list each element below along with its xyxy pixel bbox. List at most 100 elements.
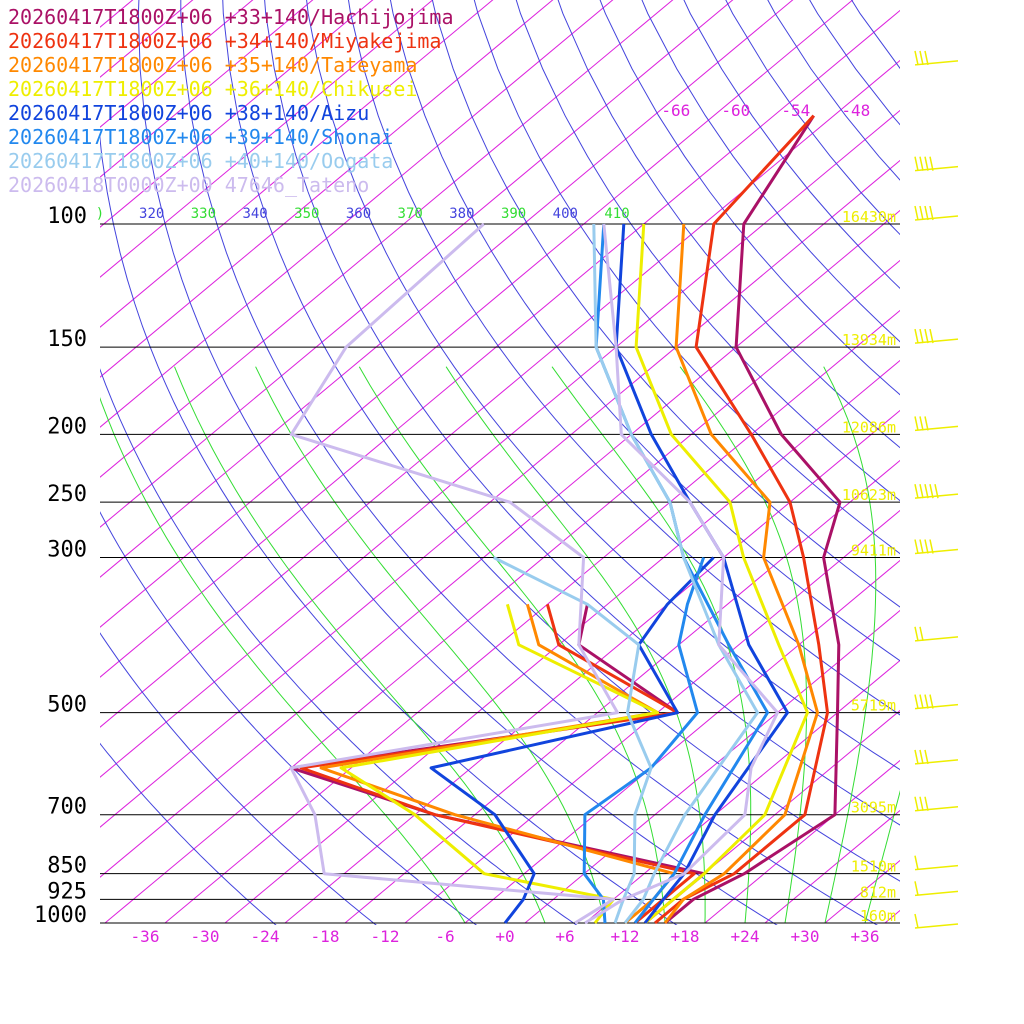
theta-label: 330 <box>191 206 216 222</box>
isotherm-line <box>644 709 900 924</box>
isotherm-line <box>884 909 900 924</box>
wind-barb-flag <box>914 913 919 929</box>
isotherm-line <box>100 0 374 228</box>
wind-barb <box>914 416 959 432</box>
wind-barb-staff <box>914 548 959 555</box>
moist-adiabat-line <box>679 366 808 924</box>
isotherm-line <box>344 459 900 924</box>
theta-label: 370 <box>398 206 423 222</box>
pressure-tick-label: 150 <box>47 327 87 352</box>
isotherm-line <box>100 0 614 428</box>
wind-barb-flag <box>914 539 919 554</box>
legend-entry: 20260417T1800Z+06 +35+140/Tateyama <box>8 53 418 77</box>
wind-barb-flag <box>919 156 924 171</box>
temp-tick-label: -18 <box>311 927 340 946</box>
dry-adiabat-line <box>100 133 678 925</box>
wind-barb <box>914 484 959 499</box>
temp-tick-label: +12 <box>611 927 640 946</box>
isotherm-line <box>584 659 900 924</box>
wind-barb-staff <box>914 890 959 897</box>
wind-barb-flag <box>919 749 924 765</box>
dry-adiabat-line <box>431 0 900 608</box>
temp-tick-label: -12 <box>371 927 400 946</box>
wind-barb-flag <box>924 328 929 344</box>
pressure-tick-label: 850 <box>47 854 87 879</box>
wind-barb-flag <box>924 539 929 554</box>
wind-barb-flag <box>919 328 924 344</box>
wind-barb <box>914 749 959 765</box>
height-label: 13934m <box>842 331 896 349</box>
wind-barb-flag <box>929 539 934 554</box>
upper-temp-label: -48 <box>841 101 870 120</box>
wind-barb <box>914 796 959 812</box>
wind-barb-flag <box>919 539 924 554</box>
dry-adiabat-line <box>100 742 277 925</box>
isotherm-line <box>100 0 434 278</box>
wind-barb-flag <box>924 749 929 765</box>
theta-label: 400 <box>553 206 578 222</box>
wind-barb-flag <box>934 484 939 499</box>
theta-label: 340 <box>242 206 267 222</box>
dewpoint-profile-line <box>339 603 659 924</box>
wind-barb <box>914 694 959 710</box>
height-label: 1510m <box>851 858 896 876</box>
wind-barb-staff <box>914 165 959 172</box>
wind-barb <box>914 156 959 172</box>
profile-layer <box>289 114 842 925</box>
dry-adiabat-line <box>473 0 900 555</box>
wind-barb-flag <box>919 626 924 641</box>
wind-barb-flag <box>919 416 924 431</box>
wind-barb-flag <box>929 328 934 344</box>
wind-barb-flag <box>929 694 934 709</box>
wind-barb-flag <box>924 796 929 811</box>
isotherm-line <box>945 0 1024 923</box>
wind-barb-flag <box>914 749 919 765</box>
wind-barb-flag <box>914 484 919 499</box>
height-label: 9411m <box>851 542 896 560</box>
wind-barb-staff <box>914 338 959 344</box>
wind-barb-flag <box>919 50 924 66</box>
wind-barb-flag <box>924 156 929 171</box>
theta-label: ) <box>96 206 104 222</box>
temperature-profile-line <box>584 223 779 925</box>
wind-barb <box>914 855 959 871</box>
legend-entry: 20260417T1800Z+06 +40+140/Oogata <box>8 149 394 173</box>
wind-barb-flag <box>914 156 919 171</box>
wind-barb-staff <box>914 805 959 812</box>
dry-adiabat-line <box>683 0 900 289</box>
legend-entry: 20260417T1800Z+06 +38+140/Aizu <box>8 101 370 125</box>
pressure-tick-label: 200 <box>47 414 87 439</box>
height-label: 812m <box>860 883 896 901</box>
wind-barb-staff <box>914 703 959 710</box>
temp-tick-label: +6 <box>555 927 574 946</box>
wind-barb-staff <box>914 60 959 66</box>
wind-barb-staff <box>914 864 959 871</box>
wind-barb-staff <box>914 215 959 221</box>
wind-barb-flag <box>924 50 929 66</box>
legend-entry: 20260417T1800Z+06 +39+140/Shonai <box>8 125 394 149</box>
wind-barb-staff <box>914 425 959 432</box>
wind-barb-flag <box>924 416 929 431</box>
wind-barb <box>914 626 959 642</box>
moist-adiabat-line <box>445 366 706 923</box>
wind-barb-flag <box>924 694 929 709</box>
theta-label: 320 <box>139 206 164 222</box>
wind-barb <box>914 328 959 344</box>
wind-barb-flag <box>919 205 924 221</box>
dry-adiabat-line <box>641 0 900 343</box>
dry-adiabat-line <box>515 0 900 502</box>
wind-barb-flag <box>929 205 934 221</box>
height-label: 5719m <box>851 697 896 715</box>
dry-adiabat-line <box>389 0 900 662</box>
dewpoint-profile-line <box>289 222 619 925</box>
height-label: 16430m <box>842 208 896 226</box>
temp-tick-label: +18 <box>671 927 700 946</box>
wind-barb-flag <box>914 855 919 870</box>
legend-entry: 20260417T1800Z+06 +33+140/Hachijojima <box>8 5 454 29</box>
wind-barb <box>914 205 959 221</box>
wind-barb-flag <box>924 484 929 499</box>
wind-barb-staff <box>914 923 959 929</box>
moist-adiabat-line <box>174 366 546 924</box>
